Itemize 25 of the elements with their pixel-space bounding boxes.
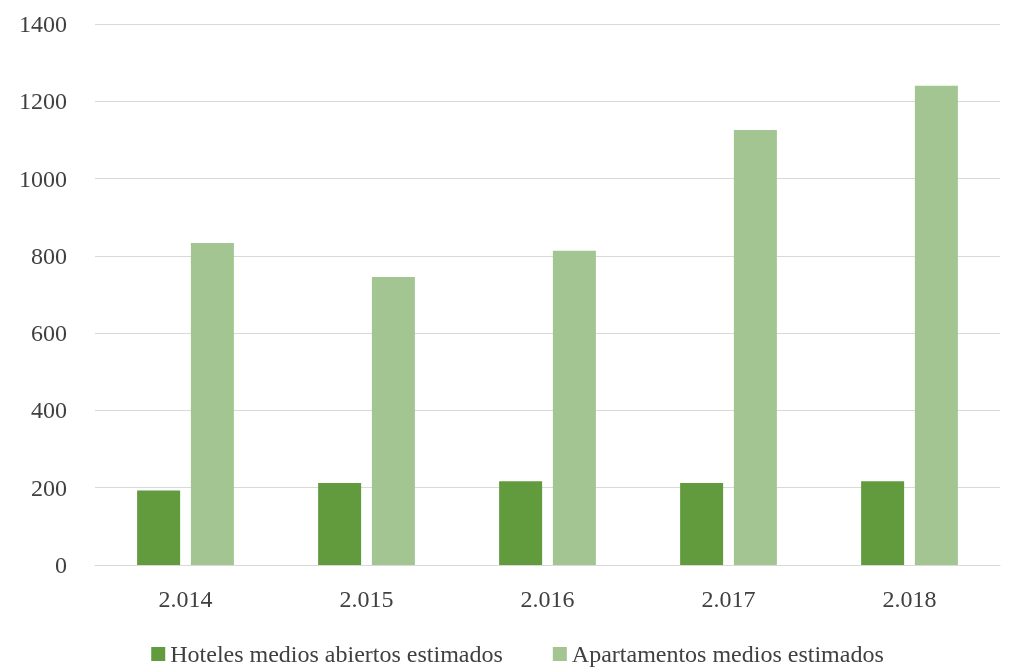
- bar: [190, 243, 234, 565]
- y-tick-label: 0: [55, 552, 67, 578]
- y-tick-label: 200: [31, 474, 67, 501]
- x-tick-label: 2.017: [701, 586, 756, 612]
- x-tick-label: 2.016: [520, 586, 575, 612]
- y-tick-label: 1400: [19, 11, 67, 37]
- bar: [552, 250, 596, 565]
- bar: [914, 85, 958, 565]
- y-tick-label: 1000: [19, 165, 67, 192]
- y-tick-label: 800: [31, 242, 67, 269]
- bar: [137, 490, 181, 565]
- y-tick-label: 1200: [19, 88, 67, 115]
- bar: [318, 483, 362, 565]
- y-tick-label: 600: [31, 320, 67, 347]
- bar: [371, 277, 415, 565]
- legend-label: Hoteles medios abiertos estimados: [170, 641, 503, 667]
- bar: [680, 483, 724, 565]
- x-tick-label: 2.014: [158, 586, 213, 612]
- x-tick-label: 2.018: [882, 586, 937, 612]
- bar: [499, 481, 543, 565]
- x-tick-label: 2.015: [339, 586, 394, 612]
- legend-label: Apartamentos medios estimados: [571, 641, 884, 667]
- y-tick-label: 400: [31, 397, 67, 424]
- bar: [733, 129, 777, 565]
- bar: [861, 481, 905, 565]
